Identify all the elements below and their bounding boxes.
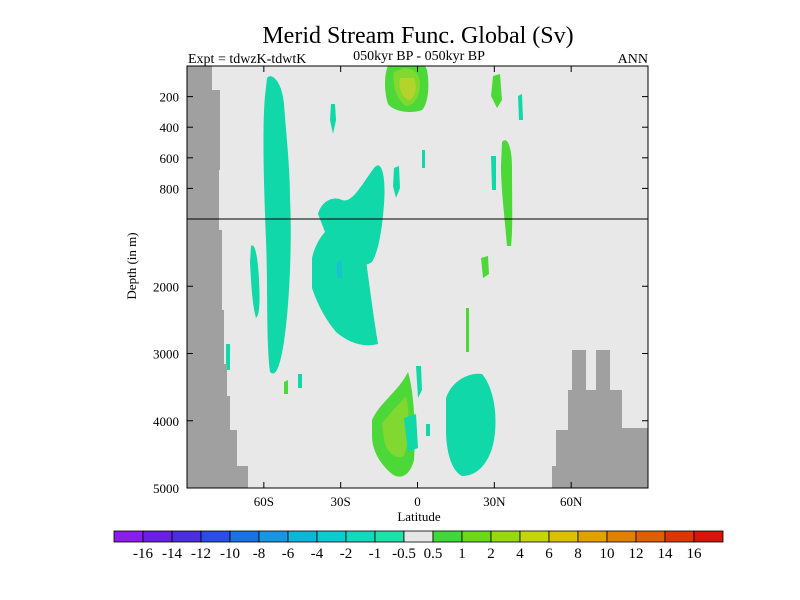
- colorbar-swatch: [258, 530, 289, 543]
- contour-deep-small-4: [416, 366, 422, 398]
- colorbar: -16 -14 -12 -10 -8 -6 -4 -2 -1 -0.5 0.5 1 2 4 6 8 10 12 14…: [113, 530, 724, 562]
- contour-upper-blob-5: [422, 150, 425, 168]
- x-tick-label: 0: [414, 494, 421, 509]
- colorbar-label: 12: [629, 546, 644, 562]
- y-tick-label: 4000: [153, 414, 179, 429]
- contour-nh-small-1: [481, 256, 489, 278]
- colorbar-swatch: [635, 530, 666, 543]
- colorbar-label: -12: [191, 546, 211, 562]
- x-tick-label: 30N: [483, 494, 506, 509]
- x-axis-label: Latitude: [397, 509, 441, 524]
- contour-deep-nh: [446, 373, 496, 476]
- colorbar-label: 0.5: [424, 546, 443, 562]
- y-tick-label: 5000: [153, 481, 179, 496]
- colorbar-label: 2: [487, 546, 495, 562]
- x-tick-label: 30S: [331, 494, 351, 509]
- chart-title: Merid Stream Func. Global (Sv): [262, 23, 573, 49]
- colorbar-label: -16: [133, 546, 153, 562]
- contour-deep-small-1: [284, 380, 288, 394]
- colorbar-swatch: [490, 530, 521, 543]
- contour-deep-equatorial-teal: [404, 414, 418, 452]
- y-tick-label: 200: [160, 90, 180, 105]
- y-tick-label: 400: [160, 120, 180, 135]
- y-tick-label: 3000: [153, 347, 179, 362]
- plot-area: [186, 65, 649, 489]
- y-axis: 200 400 600 800 2000 3000 4000 5000: [153, 90, 648, 496]
- colorbar-label: -10: [220, 546, 240, 562]
- colorbar-swatch: [142, 530, 173, 543]
- colorbar-label: 4: [516, 546, 524, 562]
- land-northern-ridge: [552, 350, 648, 488]
- contour-deep-small-3: [426, 424, 430, 436]
- colorbar-swatch: [287, 530, 318, 543]
- chart-subtitle-left: Expt = tdwzK-tdwtK: [188, 52, 306, 67]
- contour-deep-small-2: [298, 374, 302, 388]
- contour-deep-equatorial-mid: [382, 396, 409, 458]
- contour-upper-blob-6: [491, 156, 496, 190]
- colorbar-swatch: [577, 530, 608, 543]
- colorbar-swatch: [606, 530, 637, 543]
- colorbar-swatch: [432, 530, 463, 543]
- colorbar-swatch: [229, 530, 260, 543]
- colorbar-swatch: [548, 530, 579, 543]
- colorbar-swatch: [664, 530, 695, 543]
- contour-upper-blob-1: [330, 104, 336, 134]
- x-tick-label: 60S: [254, 494, 274, 509]
- colorbar-label: -0.5: [392, 546, 416, 562]
- colorbar-label: 10: [600, 546, 615, 562]
- colorbar-swatch: [316, 530, 347, 543]
- y-tick-label: 2000: [153, 279, 179, 294]
- contour-sh-deep: [312, 220, 378, 346]
- contour-upper-blob-4: [393, 166, 400, 198]
- contour-sh-upper-tongue: [263, 76, 291, 374]
- colorbar-swatch: [403, 530, 434, 543]
- y-tick-label: 800: [160, 181, 180, 196]
- contour-sh-column-2: [226, 344, 230, 370]
- contour-nh-upper-core: [399, 78, 416, 100]
- colorbar-label: 16: [687, 546, 703, 562]
- colorbar-swatch: [374, 530, 405, 543]
- chart-subtitle-center: 050kyr BP - 050kyr BP: [353, 49, 485, 64]
- colorbar-swatch: [345, 530, 376, 543]
- colorbar-label: 6: [545, 546, 553, 562]
- colorbar-swatch: [519, 530, 550, 543]
- contour-sh-column-1: [250, 245, 260, 318]
- colorbar-swatch: [693, 530, 724, 543]
- y-tick-label: 600: [160, 151, 180, 166]
- colorbar-label: 8: [574, 546, 582, 562]
- colorbar-label: 1: [458, 546, 466, 562]
- x-tick-label: 60N: [560, 494, 583, 509]
- colorbar-swatch: [200, 530, 231, 543]
- contour-sh-deep-core: [337, 260, 342, 278]
- land-southern-continent: [187, 66, 248, 488]
- contour-sh-column-3: [466, 308, 469, 352]
- contour-nh-column: [501, 140, 513, 246]
- colorbar-swatch: [461, 530, 492, 543]
- colorbar-label: -4: [311, 546, 324, 562]
- colorbar-label: -6: [282, 546, 295, 562]
- contour-upper-blob-3: [518, 94, 523, 120]
- chart-subtitle-right: ANN: [618, 52, 648, 67]
- colorbar-swatch: [171, 530, 202, 543]
- contour-fills: [226, 66, 523, 477]
- contour-upper-blob-2: [491, 74, 502, 108]
- colorbar-label: 14: [658, 546, 674, 562]
- y-axis-label: Depth (in m): [124, 232, 139, 299]
- x-axis: 60S 30S 0 30N 60N: [254, 66, 583, 509]
- colorbar-label: -2: [340, 546, 353, 562]
- colorbar-label: -8: [253, 546, 266, 562]
- colorbar-swatch: [113, 530, 144, 543]
- colorbar-label: -14: [162, 546, 182, 562]
- colorbar-label: -1: [369, 546, 382, 562]
